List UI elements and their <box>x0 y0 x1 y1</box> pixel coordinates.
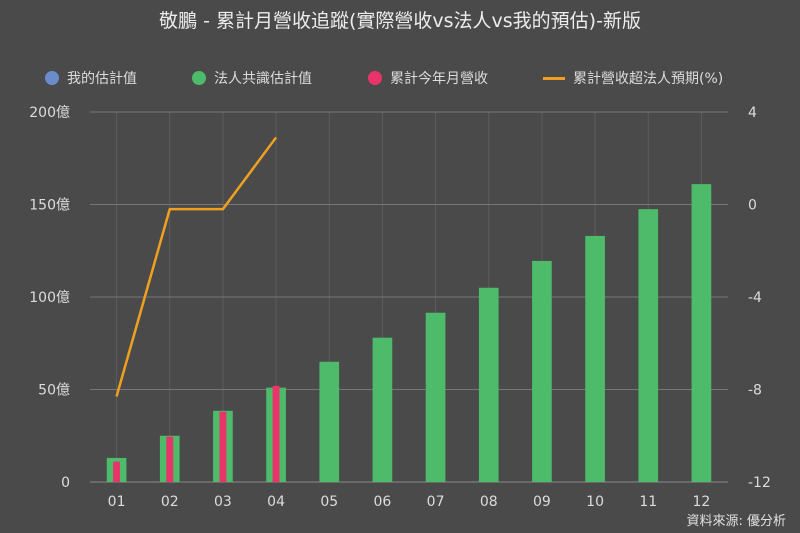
bar[interactable] <box>372 337 393 482</box>
bar[interactable] <box>319 361 340 482</box>
y-left-tick-label: 150億 <box>29 198 70 214</box>
y-right-tick-label: 4 <box>748 105 757 121</box>
x-tick-label: 09 <box>533 494 551 510</box>
bar[interactable] <box>691 184 712 482</box>
legend-label: 累計今年月營收 <box>390 71 488 87</box>
x-tick-label: 10 <box>586 494 604 510</box>
series-line[interactable] <box>115 136 278 397</box>
legend-label: 累計營收超法人預期(%) <box>573 71 724 87</box>
x-tick-label: 05 <box>320 494 338 510</box>
y-right-tick-label: 0 <box>748 198 757 214</box>
x-tick-label: 11 <box>639 494 657 510</box>
y-left-tick-label: 100億 <box>29 290 70 306</box>
bar[interactable] <box>425 312 446 482</box>
bar[interactable] <box>166 436 174 482</box>
legend-item-beat-pct[interactable]: 累計營收超法人預期(%) <box>543 68 723 88</box>
x-tick-label: 04 <box>267 494 285 510</box>
y-left-tick-label: 0 <box>61 475 70 491</box>
legend-item-consensus[interactable]: 法人共識估計值 <box>192 68 312 88</box>
legend: 我的估計值 法人共識估計值 累計今年月營收 累計營收超法人預期(%) <box>0 68 800 90</box>
x-tick-label: 12 <box>693 494 711 510</box>
source-note: 資料來源: 優分析 <box>686 514 786 529</box>
y-left-tick-label: 200億 <box>29 105 70 121</box>
legend-label: 法人共識估計值 <box>214 71 312 87</box>
legend-item-cumulative-revenue[interactable]: 累計今年月營收 <box>368 68 488 88</box>
x-tick-label: 08 <box>480 494 498 510</box>
bar[interactable] <box>638 209 659 482</box>
y-right-tick-label: -12 <box>748 475 771 491</box>
y-right-tick-label: -4 <box>748 290 762 306</box>
bar[interactable] <box>272 385 280 482</box>
x-tick-label: 02 <box>161 494 179 510</box>
bar[interactable] <box>219 411 227 482</box>
x-tick-label: 06 <box>374 494 392 510</box>
bar[interactable] <box>478 287 499 482</box>
y-left-tick-label: 50億 <box>38 383 70 399</box>
x-tick-label: 07 <box>427 494 445 510</box>
legend-swatch <box>45 71 59 85</box>
chart-title: 敬鵬 - 累計月營收追蹤(實際營收vs法人vs我的預估)-新版 <box>159 10 641 32</box>
legend-swatch <box>192 71 206 85</box>
legend-item-my-estimate[interactable]: 我的估計值 <box>45 68 137 88</box>
x-tick-label: 01 <box>108 494 126 510</box>
x-tick-label: 03 <box>214 494 232 510</box>
bar[interactable] <box>585 235 605 482</box>
bar[interactable] <box>532 260 552 482</box>
y-right-tick-label: -8 <box>748 383 762 399</box>
legend-swatch <box>368 71 382 85</box>
legend-swatch <box>543 76 565 80</box>
bar[interactable] <box>113 461 121 482</box>
legend-label: 我的估計值 <box>67 71 137 87</box>
